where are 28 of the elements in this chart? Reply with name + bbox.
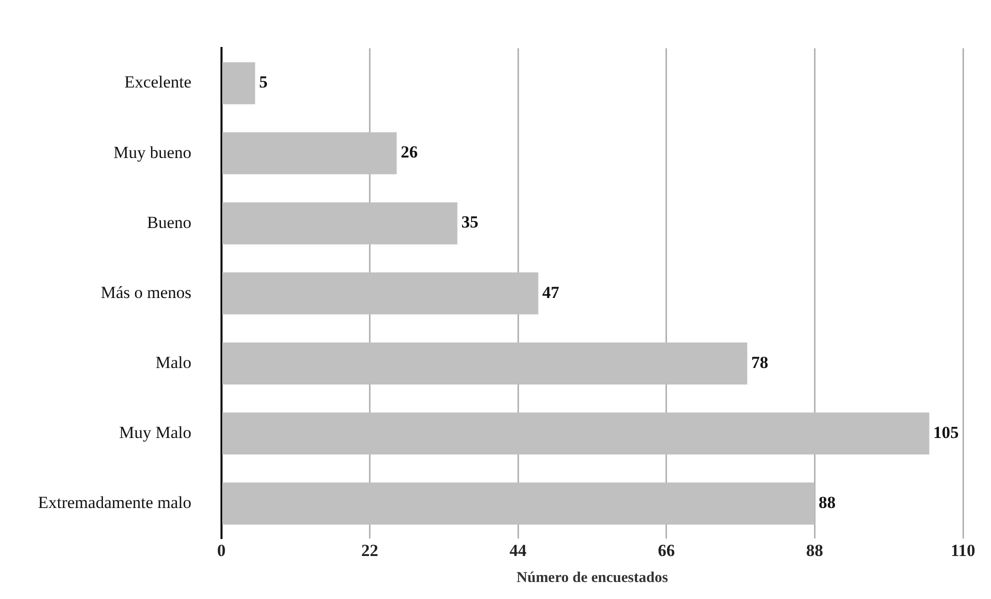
- data-label: 35: [461, 212, 478, 232]
- x-tick-label: 66: [658, 541, 675, 560]
- data-label: 47: [542, 282, 560, 302]
- x-tick-label: 44: [510, 541, 528, 560]
- bar: [222, 132, 397, 174]
- bar: [222, 62, 256, 104]
- x-tick-label: 110: [950, 541, 976, 560]
- bar: [222, 202, 458, 244]
- x-axis-title: Número de encuestados: [516, 570, 668, 586]
- data-label: 78: [751, 352, 768, 372]
- data-label: 26: [400, 142, 418, 162]
- x-tick-label: 0: [217, 541, 226, 560]
- bar: [222, 272, 538, 314]
- y-tick-label: Bueno: [147, 212, 192, 232]
- x-tick-label: 22: [361, 541, 378, 560]
- y-tick-label: Muy Malo: [119, 422, 192, 442]
- y-tick-label: Muy bueno: [113, 142, 192, 162]
- data-label: 5: [259, 72, 268, 92]
- bar: [222, 412, 930, 455]
- y-tick-label: Extremadamente malo: [38, 493, 192, 512]
- bar: [222, 482, 815, 525]
- y-tick-label: Más o menos: [100, 282, 192, 302]
- data-label: 105: [933, 422, 959, 442]
- y-tick-label: Excelente: [124, 72, 192, 92]
- bar: [222, 342, 748, 384]
- data-label: 88: [818, 492, 836, 512]
- y-tick-label: Malo: [156, 352, 192, 372]
- x-tick-label: 88: [806, 541, 824, 560]
